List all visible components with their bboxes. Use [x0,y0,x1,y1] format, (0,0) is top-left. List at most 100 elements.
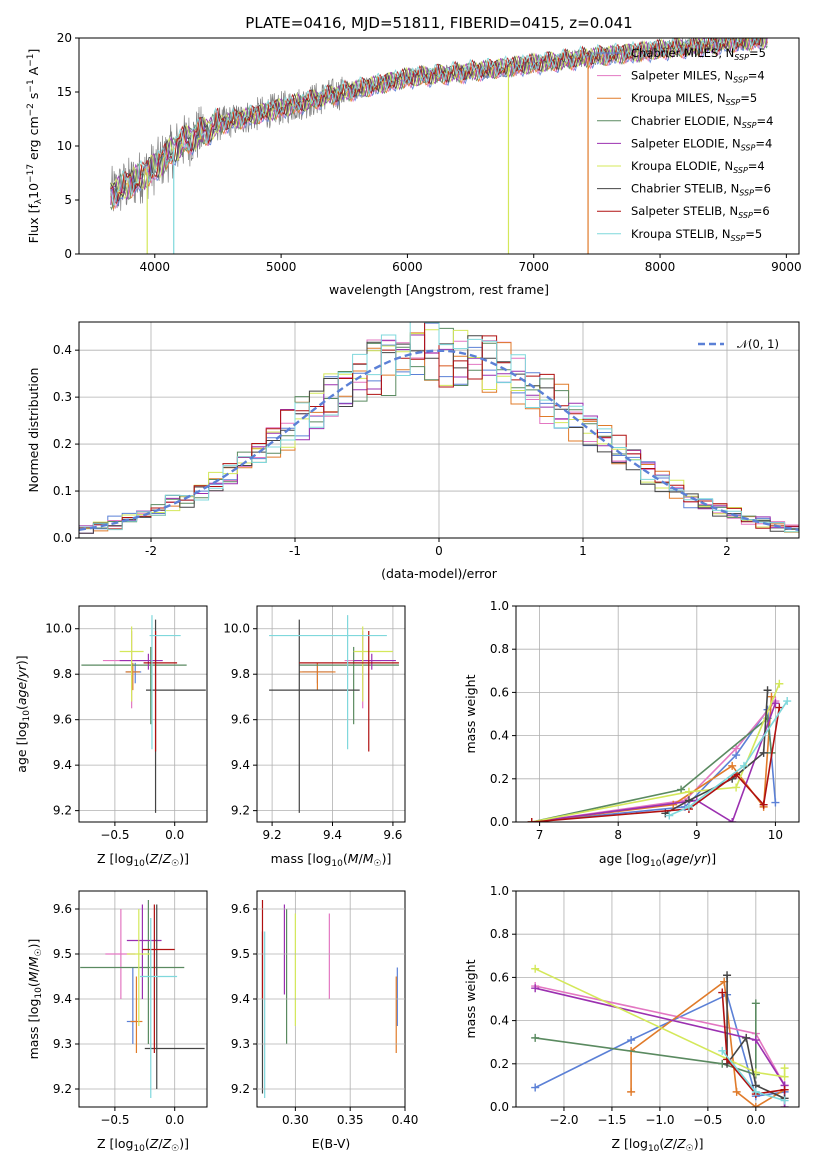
x-axis-label: E(B-V) [312,1136,351,1151]
y-axis-label: mass weight [463,959,478,1038]
plot-area [81,615,206,813]
y-tick-label: 10.0 [223,622,250,636]
y-tick-label: 9.2 [53,804,72,818]
y-tick-label: 0.3 [53,390,72,404]
legend: Chabrier MILES, NSSP=5 Salpeter MILES, NS… [597,46,773,243]
weight-marker [723,971,732,980]
x-tick-label: 0.0 [165,1113,184,1127]
weight-marker [759,800,768,809]
y-tick-label: 1.0 [490,884,509,898]
x-tick-label: 9000 [771,260,802,274]
legend-label: Kroupa STELIB, NSSP=5 [631,227,762,243]
age-vs-mass-panel: 9.2 9.4 9.6 9.2 9.4 9.6 9.8 10.0 mass [log10(M/M… [223,605,406,869]
legend-label: Salpeter ELODIE, NSSP=4 [631,136,772,152]
figure-title: PLATE=0416, MJD=51811, FIBERID=0415, z=0… [245,14,632,32]
weight-marker [669,800,678,809]
weight-marker [728,761,737,770]
mass-vs-metallicity-panel: −0.5 0.0 9.2 9.3 9.4 9.5 9.6 Z [log10(Z/Z☉)] mas… [26,890,208,1154]
y-tick-label: 0.2 [490,1057,509,1071]
x-axis-label: age [log10(age/yr)] [599,851,716,869]
weight-marker [780,1085,789,1094]
weight-marker [732,744,741,753]
weight-marker [751,999,760,1008]
y-tick-label: 9.2 [53,1082,72,1096]
y-tick-label: 0.2 [53,437,72,451]
y-tick-label: 5 [64,193,72,207]
y-tick-label: 1.0 [490,599,509,613]
x-tick-label: 9.4 [323,828,342,842]
x-tick-label: 1 [579,544,587,558]
weight-marker [531,1033,540,1042]
weight-line [531,716,773,822]
legend-label: Kroupa MILES, NSSP=5 [631,91,757,107]
y-tick-label: 0.6 [490,685,509,699]
weight-marker [780,1072,789,1081]
y-tick-label: 0.4 [490,1014,509,1028]
weight-marker [684,802,693,811]
plot-area [80,900,205,1098]
weight-vs-metallicity-panel: −2.0 −1.5 −1.0 −0.5 0.0 0.0 0.2 0.4 0.6 0.8 1.0 mas… [463,884,800,1154]
age-vs-metallicity-panel: −0.5 0.0 9.2 9.4 9.6 9.8 10.0 Z [log10(Z/Z☉)] ag… [14,605,208,869]
y-tick-label: 9.4 [231,992,250,1006]
weight-marker [627,1087,636,1096]
weight-line [531,702,777,822]
x-tick-label: -1 [289,544,301,558]
weight-marker [775,679,784,688]
plot-area [531,964,789,1107]
weight-marker [718,1046,727,1055]
weight-marker [780,1096,789,1105]
weight-marker [684,787,693,796]
x-tick-label: 9.6 [383,828,402,842]
normal-reference-curve [79,349,799,531]
y-tick-label: 0.6 [490,970,509,984]
y-tick-label: 0.4 [53,343,72,357]
weight-line [668,700,788,817]
weight-marker [665,811,674,820]
x-tick-label: 5000 [266,260,297,274]
y-tick-label: 0.8 [490,642,509,656]
x-axis-label: wavelength [Angstrom, rest frame] [329,282,549,297]
weight-marker [759,748,768,757]
y-tick-label: 0.1 [53,484,72,498]
y-tick-label: 0.0 [490,815,509,829]
y-tick-label: 0.0 [490,1100,509,1114]
model-spectrum [110,38,759,206]
y-tick-label: 10.0 [45,622,72,636]
y-tick-label: 10 [57,139,72,153]
y-axis-label: mass [log10(M/M☉)] [26,939,44,1060]
x-tick-label: −2.0 [549,1113,578,1127]
x-axis-label: Z [log10(Z/Z☉)] [611,1136,703,1154]
y-tick-label: 9.2 [231,804,250,818]
x-tick-label: 0.0 [746,1113,765,1127]
weight-line [630,980,786,1107]
legend-label: Kroupa ELODIE, NSSP=4 [631,159,765,175]
x-tick-label: 7000 [518,260,549,274]
y-tick-label: 9.5 [53,947,72,961]
x-tick-label: 6000 [392,260,423,274]
y-tick-label: 20 [57,31,72,45]
y-tick-label: 15 [57,85,72,99]
x-axis-label: Z [log10(Z/Z☉)] [97,851,189,869]
y-axis-label: Flux [fλ10−17 erg cm−2 s−1 A−1] [26,49,44,244]
x-tick-label: 8 [614,828,622,842]
weight-marker [531,984,540,993]
plot-area [110,38,768,254]
y-tick-label: 9.5 [231,947,250,961]
y-tick-label: 0.0 [53,531,72,545]
x-tick-label: 7 [536,828,544,842]
x-tick-label: 4000 [140,260,171,274]
x-tick-label: −0.5 [100,1113,129,1127]
x-tick-label: 9.2 [263,828,282,842]
grid [79,606,207,822]
model-spectrum [110,38,764,202]
weight-vs-age-panel: 7 8 9 10 0.0 0.2 0.4 0.6 0.8 1.0 mass weight age [l… [463,599,800,869]
x-tick-label: −1.0 [645,1113,674,1127]
x-axis-label: Z [log10(Z/Z☉)] [97,1136,189,1154]
x-tick-label: −1.5 [597,1113,626,1127]
y-tick-label: 9.6 [53,713,72,727]
weight-marker [728,818,737,822]
x-tick-label: 0.40 [392,1113,419,1127]
legend: 𝒩(0, 1) [698,337,779,351]
axes-frame [78,605,208,823]
